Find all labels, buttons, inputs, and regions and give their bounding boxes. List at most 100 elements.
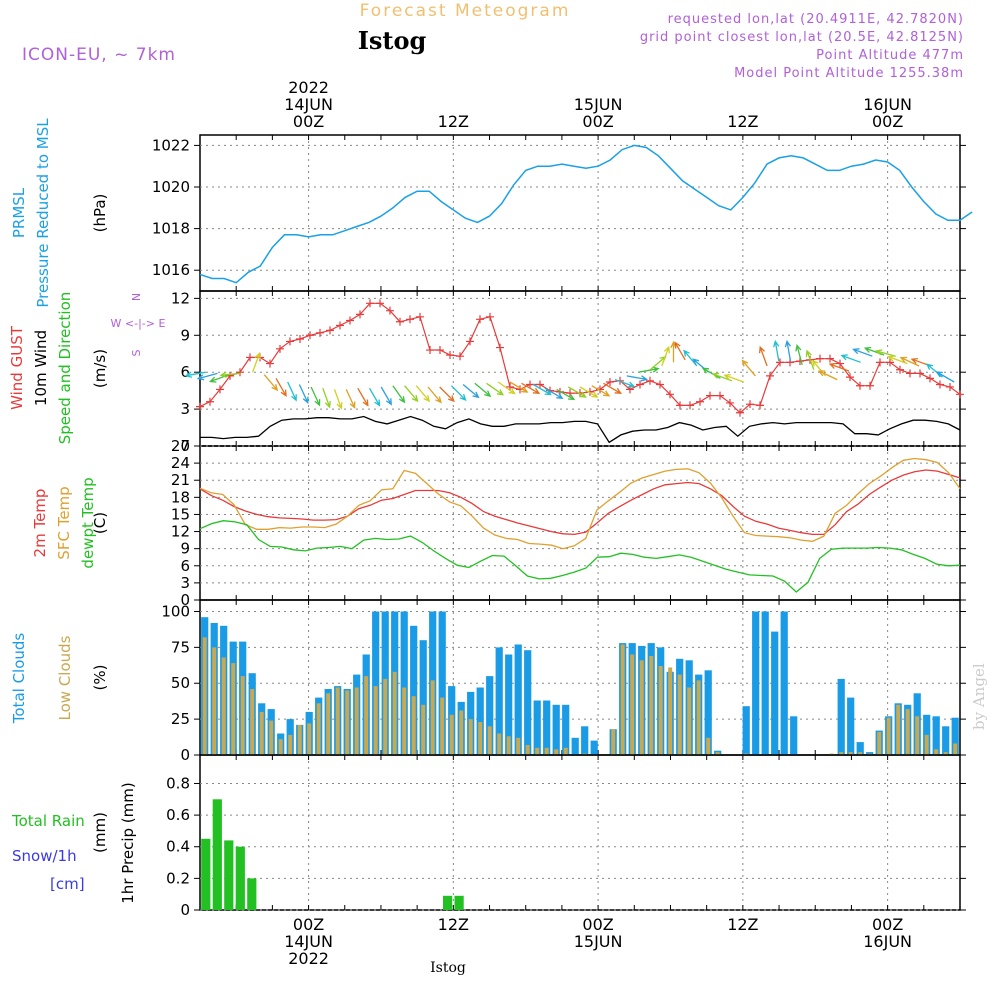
gust-marker [356,310,364,319]
precip-ytick-label: 0.8 [166,774,190,792]
low-cloud-bar [269,720,274,755]
wind-direction-arrow [741,359,756,377]
wind-10m-ylabel: 10m Wind [32,330,50,406]
wind-direction-arrow [474,382,492,398]
wind-direction-arrow [828,362,850,372]
total-cloud-bar [543,700,551,755]
low-cloud-bar [554,749,559,755]
low-cloud-bar [202,637,207,755]
gust-marker [606,378,614,387]
low-cloud-bar [639,660,644,755]
wind-direction-arrow [380,386,392,406]
pressure-ylabel-long: Pressure Reduced to MSL [34,118,52,308]
low-cloud-bar [535,747,540,755]
gust-marker [676,401,684,410]
gust-marker [646,376,654,385]
temperature-ytick-label: 24 [171,454,190,472]
wind-direction-arrow [817,370,838,381]
low-cloud-bar [421,704,426,755]
low-cloud-bar [316,703,321,755]
wind-frame [199,290,961,447]
gust-marker [636,380,644,389]
low-cloud-bar [497,733,502,755]
wind-direction-arrow [509,381,529,393]
temperature-ytick-label: 27 [171,437,190,455]
low-cloud-bar [544,747,549,755]
low-cloud-bar [250,689,255,755]
bottom-time-label: 12Z [438,915,469,934]
clouds-panel: 0 25 50 75 100 (%) Total Clouds Low Clouds [10,599,966,764]
low-cloud-bar [212,647,217,755]
wind-direction-arrow [579,386,599,398]
low-cloud-bar [896,704,901,755]
gust-marker [876,358,884,367]
gust-marker [216,385,224,394]
bottom-time-label: 15JUN [574,932,623,951]
total-cloud-bar [847,697,855,755]
temperature-ytick-label: 6 [180,557,190,575]
precip-legend-snow: Snow/1h [12,847,77,865]
gust-marker [426,346,434,355]
top-time-label: 00Z [293,112,324,131]
low-cloud-bar [706,737,711,755]
gust-marker [776,358,784,367]
wind-direction-arrow [427,386,442,404]
temperature-unit-label: (C) [91,512,109,534]
rain-bar [247,878,257,910]
watermark: by Angel [970,663,988,730]
total-cloud-bar [476,687,484,755]
wind10m-line [200,415,961,444]
low-cloud-bar [221,657,226,755]
temperature-ytick-label: 3 [180,574,190,592]
total-cloud-bar [951,717,959,755]
wind-direction-arrow [219,371,241,378]
wind-direction-arrow [497,381,516,395]
footer-station: Istog [430,960,466,976]
low-cloud-bar [354,687,359,755]
total-cloud-bar [752,611,760,755]
gust-marker [656,380,664,389]
total-cloud-bar [837,678,845,755]
total-cloud-bar [704,670,712,755]
requested-coords: requested lon,lat (20.4911E, 42.7820N) [668,12,964,27]
bottom-time-label: 14JUN [284,932,333,951]
gust-marker [846,373,854,382]
gust-marker [856,381,864,390]
pressure-line [199,144,973,284]
low-cloud-bar [468,719,473,755]
total-cloud-bar [761,611,769,755]
compass-west-east: W <-|-> E [111,317,166,330]
wind-direction-arrow [863,346,885,356]
rain-bar [454,895,464,910]
total-cloud-bar [552,704,560,755]
gust-marker [336,321,344,330]
gust-marker [746,400,754,409]
gust-marker [206,397,214,406]
gust-marker [886,358,894,367]
wind-direction-arrow [287,381,297,402]
gust-marker [476,315,484,324]
compass-north: N [130,293,143,301]
gust-marker [316,328,324,337]
low-cloud-bar [402,687,407,755]
low-cloud-bar [392,671,397,755]
low-cloud-bar [839,752,844,755]
low-cloud-bar [307,723,312,755]
chart-layer: 1016 1018 1020 1022 (hPa) PRMSL Pressure Reduc… [8,78,973,968]
wind-direction-arrow [532,383,552,396]
low-cloud-bar [364,676,369,755]
wind-ytick-label: 9 [180,326,190,344]
low-cloud-bar [915,716,920,756]
total-cloud-bar [524,650,532,755]
low-cloud-bar [449,714,454,755]
low-cloud-bar [430,680,435,755]
low-cloud-bar [345,690,350,755]
total-cloud-bar [505,654,513,755]
model-label: ICON-EU, ~ 7km [22,45,176,65]
top-time-label: 12Z [438,112,469,131]
wind-direction-arrow [591,385,611,397]
low-cloud-bar [278,739,283,755]
wind-direction-arrow [795,344,803,365]
low-cloud-bar [620,644,625,755]
